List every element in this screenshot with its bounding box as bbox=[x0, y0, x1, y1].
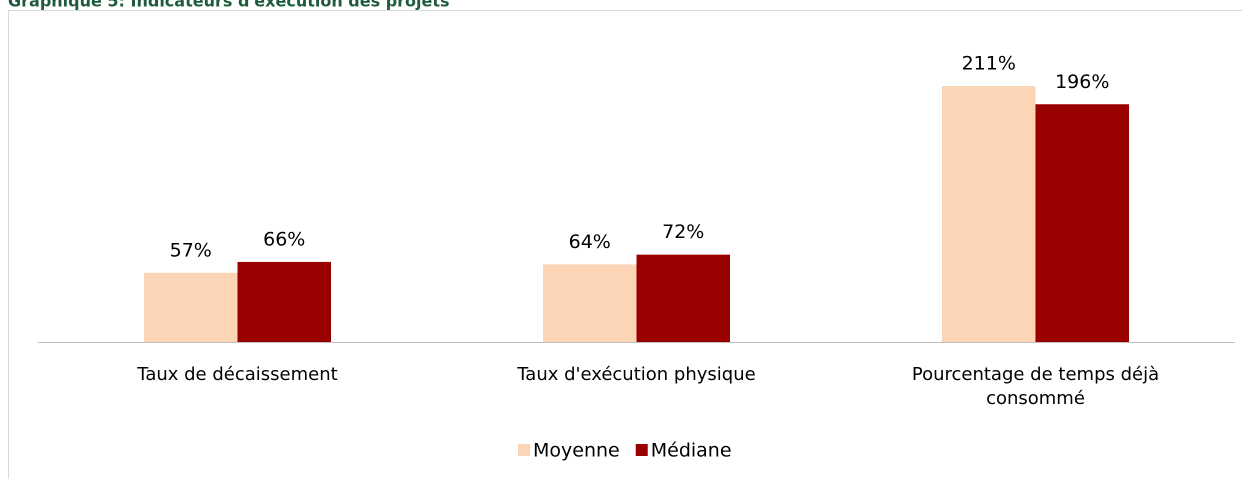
legend-swatch bbox=[518, 444, 530, 456]
bar bbox=[1035, 104, 1129, 342]
data-label: 57% bbox=[170, 239, 212, 261]
x-tick-label: Taux de décaissement bbox=[137, 364, 338, 385]
data-label: 196% bbox=[1055, 71, 1109, 93]
bar bbox=[636, 254, 730, 342]
chart-title: Graphique 5: Indicateurs d'exécution des… bbox=[8, 0, 450, 11]
data-label: 66% bbox=[263, 228, 305, 250]
data-label: 64% bbox=[569, 231, 611, 253]
legend-label: Moyenne bbox=[533, 440, 620, 462]
data-label: 72% bbox=[662, 221, 704, 243]
chart-border bbox=[8, 10, 1242, 479]
bar bbox=[144, 272, 238, 342]
data-label: 211% bbox=[962, 53, 1016, 75]
bar bbox=[543, 264, 637, 342]
legend-label: Médiane bbox=[651, 440, 732, 462]
legend-swatch bbox=[635, 444, 648, 456]
bar bbox=[237, 261, 331, 342]
x-tick-label: Taux d'exécution physique bbox=[517, 364, 756, 385]
bar bbox=[942, 86, 1036, 342]
x-tick-label: Pourcentage de temps déjà consommé bbox=[911, 364, 1160, 409]
